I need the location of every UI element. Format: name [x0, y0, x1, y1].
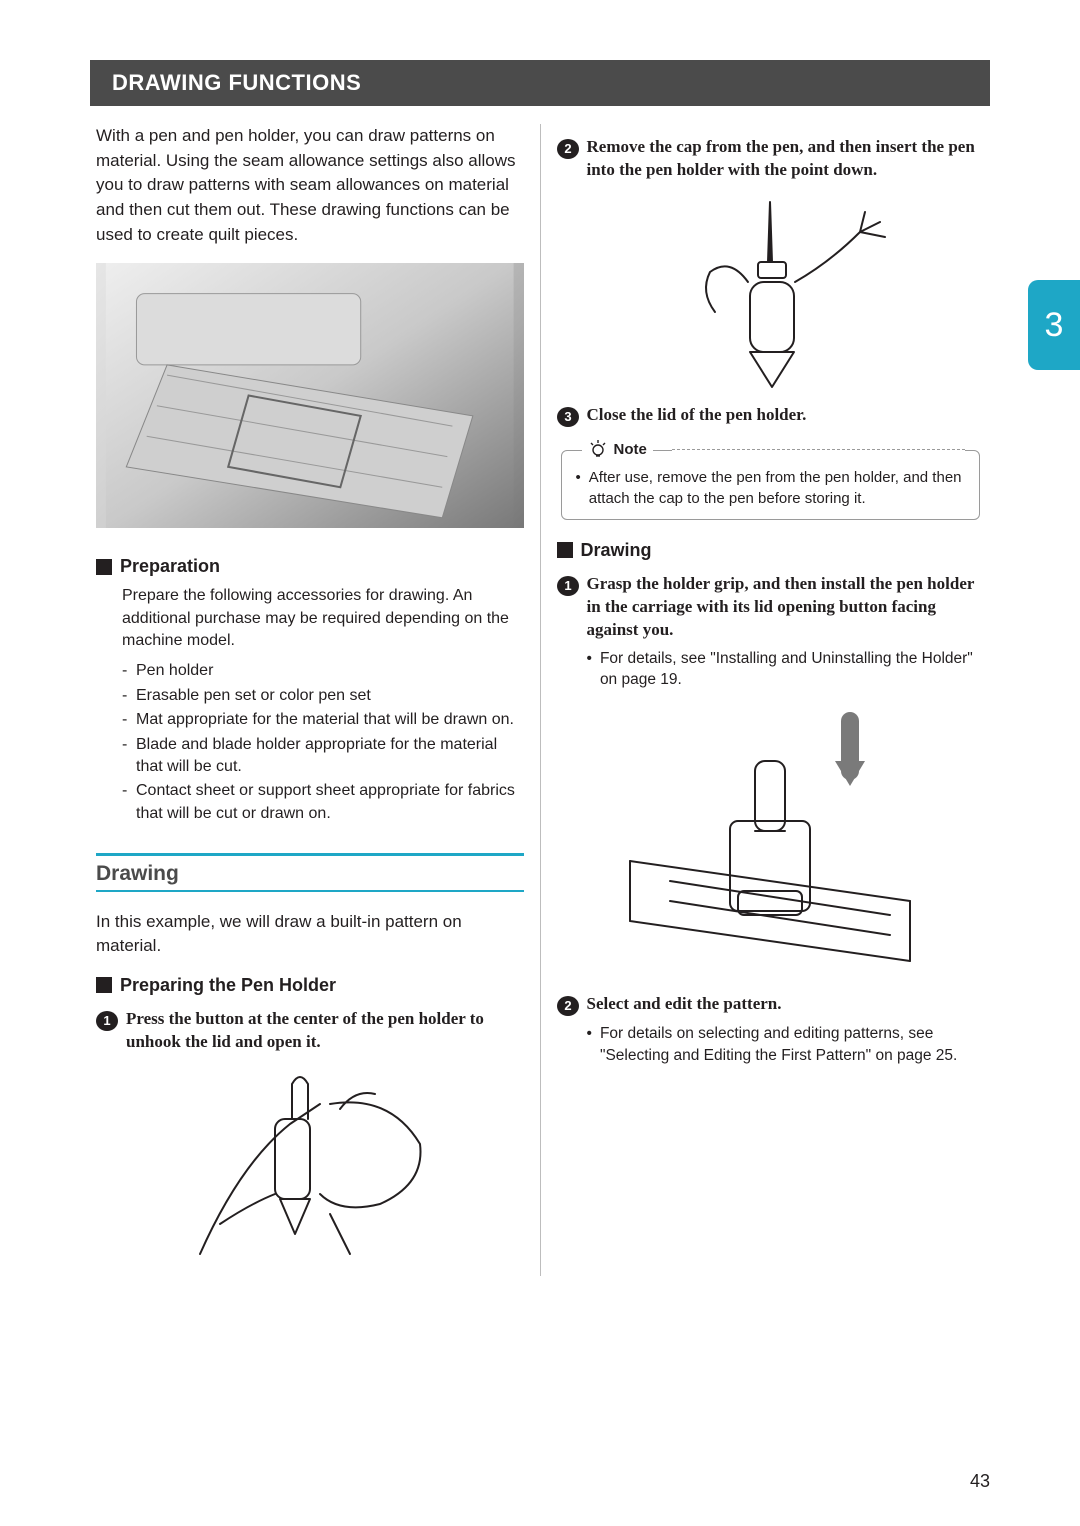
step-2: 2 Remove the cap from the pen, and then … — [557, 136, 985, 182]
pen-holder-heading-text: Preparing the Pen Holder — [120, 975, 336, 996]
preparation-heading: Preparation — [96, 556, 524, 577]
bullet-icon: • — [587, 648, 592, 691]
step-1: 1 Press the button at the center of the … — [96, 1008, 524, 1054]
drawing-sub-heading-text: Drawing — [581, 540, 652, 561]
drawing-step-2: 2 Select and edit the pattern. — [557, 993, 985, 1017]
preparation-body: Prepare the following accessories for dr… — [122, 585, 524, 652]
note-dashed-rule — [672, 449, 966, 451]
drawing-section-title: Drawing — [96, 856, 524, 890]
chapter-number: 3 — [1045, 306, 1064, 345]
svg-text:1: 1 — [564, 578, 571, 593]
right-column: 2 Remove the cap from the pen, and then … — [540, 124, 991, 1276]
drawing-step-2-detail-text: For details on selecting and editing pat… — [600, 1023, 984, 1066]
left-column: With a pen and pen holder, you can draw … — [90, 124, 540, 1276]
drawing-step-2-detail: • For details on selecting and editing p… — [587, 1023, 985, 1066]
page-root: DRAWING FUNCTIONS With a pen and pen hol… — [0, 0, 1080, 1316]
list-item: Contact sheet or support sheet appropria… — [122, 780, 524, 825]
svg-text:1: 1 — [103, 1013, 110, 1028]
square-bullet-icon — [96, 977, 112, 993]
heading-bottom-rule — [96, 890, 524, 892]
step-number-icon: 3 — [557, 406, 579, 428]
note-label: Note — [582, 439, 653, 460]
svg-text:3: 3 — [564, 409, 571, 424]
machine-photo — [96, 263, 524, 528]
note-label-text: Note — [614, 439, 647, 460]
page-number: 43 — [970, 1471, 990, 1492]
drawing-step-1-text: Grasp the holder grip, and then install … — [587, 573, 985, 642]
bullet-icon: • — [576, 467, 581, 509]
step-1-text: Press the button at the center of the pe… — [126, 1008, 524, 1054]
machine-photo-svg — [96, 263, 524, 528]
list-item: Mat appropriate for the material that wi… — [122, 709, 524, 731]
section-title: DRAWING FUNCTIONS — [112, 70, 361, 95]
note-text: After use, remove the pen from the pen h… — [589, 467, 965, 509]
pen-holder-open-illustration — [96, 1064, 524, 1264]
list-item: Erasable pen set or color pen set — [122, 685, 524, 707]
note-item: • After use, remove the pen from the pen… — [576, 467, 966, 509]
step-3: 3 Close the lid of the pen holder. — [557, 404, 985, 428]
drawing-step-1-detail: • For details, see "Installing and Unins… — [587, 648, 985, 691]
bullet-icon: • — [587, 1023, 592, 1066]
list-item: Blade and blade holder appropriate for t… — [122, 734, 524, 779]
section-title-bar: DRAWING FUNCTIONS — [90, 60, 990, 106]
chapter-tab: 3 — [1028, 280, 1080, 370]
lightbulb-icon — [588, 439, 608, 459]
intro-paragraph: With a pen and pen holder, you can draw … — [96, 124, 524, 247]
step-number-icon: 2 — [557, 138, 579, 160]
list-item: Pen holder — [122, 660, 524, 682]
note-box: Note • After use, remove the pen from th… — [561, 450, 981, 520]
drawing-sub-heading: Drawing — [557, 540, 985, 561]
square-bullet-icon — [557, 542, 573, 558]
svg-text:2: 2 — [564, 998, 571, 1013]
preparation-heading-text: Preparation — [120, 556, 220, 577]
drawing-section-heading: Drawing — [96, 853, 524, 892]
step-number-icon: 1 — [557, 575, 579, 597]
preparation-list: Pen holder Erasable pen set or color pen… — [122, 660, 524, 825]
pen-holder-heading: Preparing the Pen Holder — [96, 975, 524, 996]
step-number-icon: 2 — [557, 995, 579, 1017]
drawing-step-1-detail-text: For details, see "Installing and Uninsta… — [600, 648, 984, 691]
step-3-text: Close the lid of the pen holder. — [587, 404, 807, 427]
drawing-step-2-text: Select and edit the pattern. — [587, 993, 782, 1016]
drawing-step-1: 1 Grasp the holder grip, and then instal… — [557, 573, 985, 642]
pen-insert-illustration — [557, 192, 985, 392]
step-2-text: Remove the cap from the pen, and then in… — [587, 136, 985, 182]
carriage-install-illustration — [557, 701, 985, 981]
svg-text:2: 2 — [564, 141, 571, 156]
two-column-layout: With a pen and pen holder, you can draw … — [90, 124, 990, 1276]
square-bullet-icon — [96, 559, 112, 575]
step-number-icon: 1 — [96, 1010, 118, 1032]
drawing-intro: In this example, we will draw a built-in… — [96, 910, 524, 959]
